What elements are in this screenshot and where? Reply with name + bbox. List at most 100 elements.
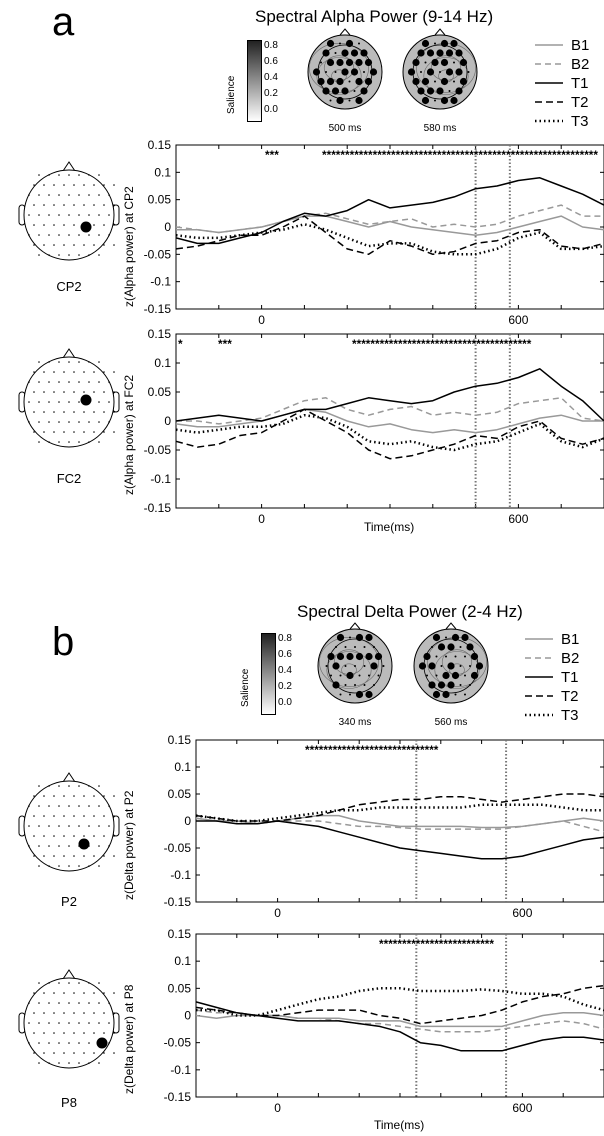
y-tick-label: 0.1 [174,954,191,968]
electrode-label: P8 [61,1095,77,1110]
y-tick-label: 0.1 [154,356,171,370]
y-tick-label: -0.05 [144,443,172,457]
electrode-head-cp2: CP2 [14,153,124,294]
x-tick-label: 0 [274,906,281,920]
y-tick-label: 0.1 [174,760,191,774]
electrode-dot [80,221,92,233]
topomap-a-1: 500 ms [305,28,385,134]
y-tick-label: 0 [164,220,171,234]
legend-b: B1 B2 T1 T2 T3 [525,631,579,724]
colorbar-gradient [261,633,276,715]
legend-entry: T2 [571,94,589,111]
y-tick-label: 0.15 [148,138,172,152]
series-line-t3 [196,987,604,1017]
x-tick-label: 600 [508,512,528,526]
significance-stars: ***************************** [305,743,439,757]
y-tick-label: -0.1 [150,472,171,486]
y-axis-label: z(Delta power) at P8 [122,984,136,1094]
y-tick-label: -0.1 [150,275,171,289]
y-tick-label: -0.15 [144,501,172,515]
topomap-head-icon [402,28,478,110]
legend-entry: B2 [571,56,589,73]
y-tick-label: 0.1 [154,165,171,179]
panel-a-title: Spectral Alpha Power (9-14 Hz) [255,7,494,26]
legend-entry: T1 [571,75,589,92]
y-tick-label: 0 [184,814,191,828]
head-electrode-icon [18,161,120,261]
x-tick-label: 600 [512,1101,532,1115]
panel-b-title: Spectral Delta Power (2-4 Hz) [297,602,523,621]
significance-stars: *************************************** [352,337,532,351]
y-tick-label: -0.05 [164,1036,192,1050]
y-axis-label: z(Alpha power) at FC2 [122,374,136,495]
y-tick-label: -0.15 [164,895,192,909]
series-line-b2 [195,1009,604,1033]
legend-entry: B1 [561,631,579,648]
y-axis-label: z(Alpha power) at CP2 [122,186,136,307]
y-tick-label: -0.1 [170,1063,191,1077]
series-line-t1 [195,1001,604,1052]
y-tick-label: 0.05 [148,385,172,399]
electrode-head-fc2: FC2 [14,340,124,486]
y-tick-label: 0 [164,414,171,428]
significance-stars: *** [218,337,232,351]
y-tick-label: -0.05 [164,841,192,855]
series-line-t3 [175,223,604,256]
legend-entry: B1 [571,37,589,54]
significance-stars: *** [265,148,279,162]
x-tick-label: 600 [512,906,532,920]
legend-entry: T3 [571,113,589,130]
electrode-label: CP2 [56,279,82,294]
topomap-a-2: 580 ms [400,28,480,134]
electrode-head-p2: P2 [14,764,124,909]
series-line-t1 [175,368,604,422]
series-line-t2 [195,984,604,1025]
head-electrode-icon [18,772,120,872]
legend-entry: T3 [561,707,579,724]
topomap-head-icon [413,622,489,704]
colorbar-ticks: 0.8 0.6 0.4 0.2 0.0 [264,40,278,115]
y-tick-label: 0.05 [168,981,192,995]
legend-entry: T2 [561,688,579,705]
legend-entry: B2 [561,650,579,667]
electrode-head-p8: P8 [14,961,124,1110]
topomap-b-2: 560 ms [411,622,491,728]
head-electrode-icon [18,969,120,1069]
series-line-t1 [196,820,604,860]
plot-frame [175,144,604,310]
series-line-t2 [195,793,604,822]
series-line-t2 [175,215,604,256]
line-plot: 0.15 0.1 0.05 0 -0.05 -0.1 -0.15 0 600 [164,927,604,1115]
colorbar-gradient [247,40,262,122]
significance-stars: ************************* [379,937,494,951]
legend-entry: T1 [561,669,579,686]
y-tick-label: 0 [184,1009,191,1023]
series-line-b2 [176,397,604,425]
series-line-t1 [175,177,604,245]
x-tick-label: 0 [274,1101,281,1115]
topomap-b-1: 340 ms [315,622,395,728]
electrode-dot [78,838,90,850]
topomap-head-icon [317,622,393,704]
x-tick-label: 0 [258,313,265,327]
series-line-t2 [175,408,604,460]
electrode-label: P2 [61,894,77,909]
significance-stars: * [178,337,183,351]
y-tick-label: 0.15 [148,327,172,341]
y-axis-label: z(Delta power) at P2 [122,790,136,900]
electrode-dot [80,394,92,406]
y-tick-label: -0.05 [144,247,172,261]
y-tick-label: -0.15 [164,1090,192,1104]
series-line-b1 [175,408,604,434]
panel-letter-b: b [52,620,75,664]
panel-letter-a: a [52,0,75,44]
x-axis-label: Time(ms) [364,520,415,534]
topomap-head-icon [307,28,383,110]
line-plot: 0.15 0.1 0.05 0 -0.05 -0.1 -0.15 0 600 [164,733,604,920]
series-line-b2 [195,817,604,833]
x-axis-label: Time(ms) [374,1118,425,1132]
x-tick-label: 600 [508,313,528,327]
y-tick-label: 0.15 [168,733,192,747]
y-tick-label: -0.1 [170,868,191,882]
